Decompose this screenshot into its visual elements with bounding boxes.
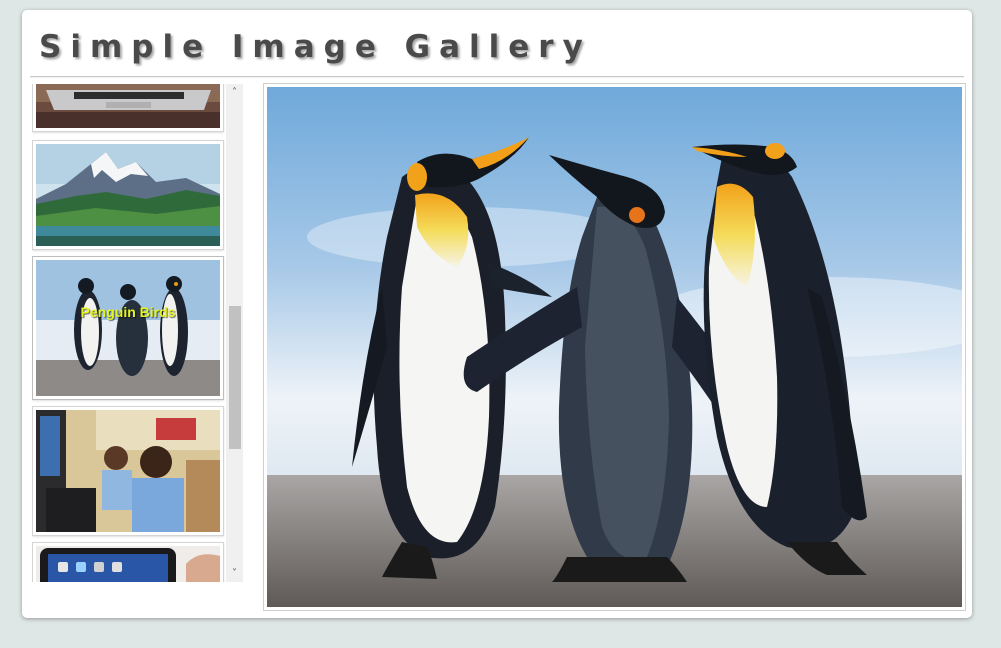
main-image-viewer xyxy=(263,83,966,611)
page-title: Simple Image Gallery xyxy=(39,29,592,65)
children-computer-image xyxy=(36,410,220,532)
laptop-image xyxy=(36,84,220,128)
children-computer-thumbnail[interactable] xyxy=(32,406,224,536)
penguin-thumbnail-image xyxy=(36,260,220,396)
right-penguin xyxy=(692,143,867,575)
gallery-card: Simple Image Gallery xyxy=(22,10,972,618)
thumbnail-scrollbar[interactable]: ˄ ˅ xyxy=(226,84,243,582)
laptop-thumbnail[interactable] xyxy=(32,84,224,132)
header-divider xyxy=(30,76,964,78)
mountain-image xyxy=(36,144,220,246)
scroll-up-arrow[interactable]: ˄ xyxy=(232,87,237,98)
penguin-large-image xyxy=(267,87,962,607)
thumbnail-list[interactable]: Penguin Birds xyxy=(32,84,226,582)
tablet-thumbnail[interactable] xyxy=(32,542,224,582)
scroll-down-arrow[interactable]: ˅ xyxy=(232,568,237,579)
mountain-thumbnail[interactable] xyxy=(32,140,224,250)
thumbnail-caption: Penguin Birds xyxy=(80,304,176,320)
left-penguin xyxy=(352,137,552,579)
penguin-thumbnail[interactable]: Penguin Birds xyxy=(32,256,224,400)
scroll-thumb[interactable] xyxy=(229,306,241,449)
tablet-image xyxy=(36,546,220,582)
